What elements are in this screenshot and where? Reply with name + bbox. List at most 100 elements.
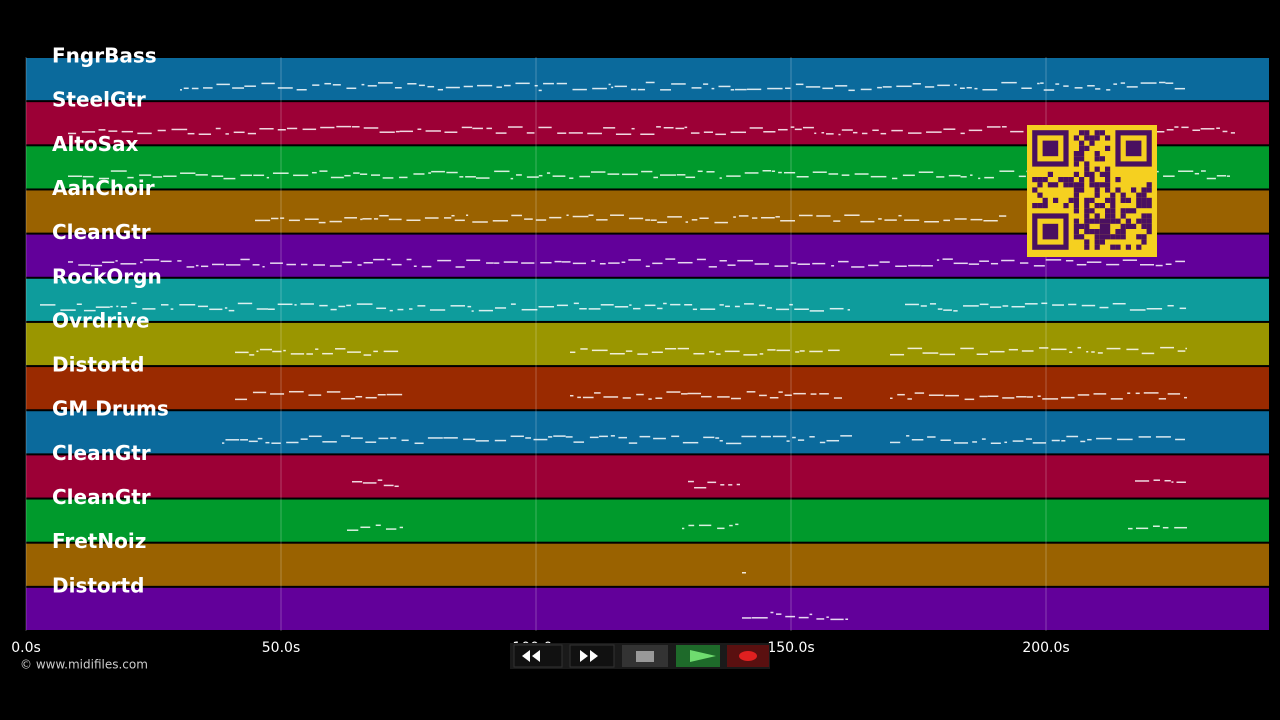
note: [286, 127, 298, 130]
note: [121, 130, 133, 133]
note: [463, 438, 476, 441]
note: [990, 306, 1002, 308]
note: [795, 83, 804, 86]
note: [615, 133, 632, 135]
note: [772, 435, 787, 438]
note: [131, 302, 137, 305]
qr-cell: [1073, 135, 1079, 141]
qr-cell: [1141, 218, 1147, 224]
note: [270, 262, 283, 264]
note: [68, 175, 83, 177]
note: [637, 88, 646, 91]
note: [687, 392, 702, 395]
note: [507, 126, 523, 128]
note: [1153, 479, 1160, 481]
note: [709, 351, 715, 353]
qr-cell: [1136, 244, 1142, 250]
play-button[interactable]: [676, 645, 720, 667]
qr-cell: [1141, 192, 1147, 198]
note: [494, 439, 507, 442]
note: [591, 260, 596, 262]
note: [446, 171, 458, 174]
note: [628, 442, 638, 444]
qr-cell: [1089, 208, 1095, 214]
qr-cell: [1105, 197, 1111, 203]
note: [880, 132, 887, 135]
qr-cell: [1079, 234, 1085, 240]
note: [767, 87, 783, 90]
note: [1068, 303, 1077, 306]
note: [711, 87, 715, 90]
note: [425, 130, 441, 132]
note: [719, 304, 724, 306]
note: [665, 258, 676, 260]
note: [600, 304, 614, 306]
note: [905, 303, 919, 306]
note: [459, 176, 464, 178]
track-label: FretNoiz: [52, 529, 146, 553]
note: [816, 215, 831, 217]
note: [675, 127, 685, 130]
note: [429, 309, 446, 311]
note: [1175, 260, 1185, 263]
note: [794, 128, 802, 131]
note: [960, 347, 974, 350]
qr-cell: [1105, 213, 1111, 219]
track-band: [26, 322, 1269, 366]
note: [570, 394, 574, 397]
note: [645, 265, 650, 268]
qr-cell: [1073, 234, 1079, 240]
note: [898, 214, 902, 217]
note: [582, 396, 594, 399]
note: [822, 87, 834, 90]
note: [344, 174, 351, 177]
note: [760, 435, 771, 438]
qr-cell: [1115, 234, 1121, 240]
note: [762, 170, 772, 172]
note: [789, 303, 793, 306]
qr-cell: [1094, 187, 1100, 193]
track-band: [26, 455, 1269, 498]
qr-cell: [1073, 208, 1079, 214]
note: [744, 303, 754, 305]
note: [377, 479, 383, 481]
note: [110, 170, 127, 172]
note: [948, 174, 961, 177]
note: [990, 262, 999, 265]
note: [854, 173, 869, 175]
note: [475, 440, 489, 442]
forward-button[interactable]: [569, 644, 615, 668]
qr-cell: [1146, 223, 1152, 229]
qr-cell: [1073, 187, 1079, 193]
qr-cell: [1105, 223, 1111, 229]
note: [102, 261, 115, 264]
note: [524, 218, 533, 220]
qr-cell: [1120, 197, 1126, 203]
qr-cell: [1047, 171, 1053, 177]
note: [553, 435, 566, 437]
rewind-button[interactable]: [513, 644, 563, 668]
record-button[interactable]: [727, 645, 769, 667]
note: [495, 132, 507, 134]
stop-button[interactable]: [622, 645, 668, 667]
qr-cell: [1084, 208, 1090, 214]
note: [830, 618, 844, 621]
note: [785, 87, 791, 90]
qr-cell: [1110, 244, 1116, 250]
note: [783, 171, 796, 174]
note: [907, 398, 912, 400]
note: [805, 86, 821, 88]
note: [572, 88, 587, 91]
note: [535, 219, 547, 221]
note: [928, 394, 944, 396]
note: [720, 484, 725, 486]
note: [653, 437, 666, 440]
qr-cell: [1073, 197, 1079, 203]
note: [78, 264, 91, 266]
note: [1164, 479, 1171, 482]
qr-cell: [1099, 182, 1105, 188]
note: [972, 441, 978, 443]
note: [290, 353, 305, 355]
note: [294, 304, 297, 306]
qr-cell: [1063, 182, 1069, 188]
